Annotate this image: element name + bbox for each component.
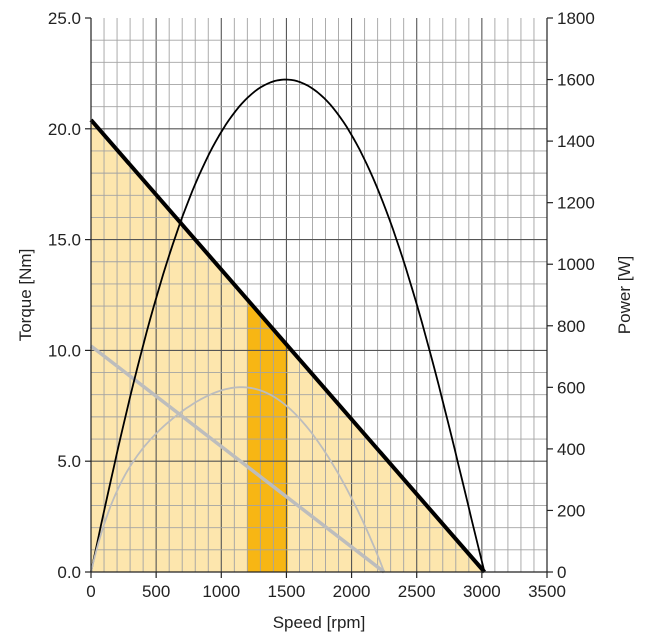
torque-line-black	[89, 118, 487, 574]
x-tick-label: 3000	[463, 582, 501, 601]
x-tick-label: 2000	[333, 582, 371, 601]
y2-tick-label: 1000	[557, 255, 595, 274]
rated-operating-band	[247, 299, 288, 572]
labels-layer: 0 500 1000 1500 2000 2500 3000 35000.05.010.015…	[16, 9, 634, 632]
y2-tick-label: 1200	[557, 194, 595, 213]
y2-axis-title: Power [W]	[615, 256, 634, 334]
y2-tick-label: 200	[557, 501, 585, 520]
x-tick-label: 2500	[398, 582, 436, 601]
y2-tick-label: 1400	[557, 132, 595, 151]
series-layer	[89, 78, 487, 574]
y-tick-label: 15.0	[48, 231, 81, 250]
y2-tick-label: 400	[557, 440, 585, 459]
y-axis-title: Torque [Nm]	[16, 249, 35, 342]
x-tick-label: 3500	[528, 582, 566, 601]
y2-tick-label: 1600	[557, 71, 595, 90]
axes-layer	[85, 17, 553, 578]
power-curve-black	[90, 78, 486, 573]
x-tick-label: 1500	[268, 582, 306, 601]
grid-layer	[91, 18, 547, 572]
y-tick-label: 5.0	[57, 452, 81, 471]
y-tick-label: 0.0	[57, 563, 81, 582]
y-tick-label: 20.0	[48, 120, 81, 139]
y2-tick-label: 0	[557, 563, 566, 582]
y2-tick-label: 1800	[557, 9, 595, 28]
y-tick-label: 10.0	[48, 341, 81, 360]
power-curve-gray	[90, 386, 385, 573]
x-tick-label: 500	[142, 582, 170, 601]
x-axis-title: Speed [rpm]	[273, 613, 366, 632]
torque-line-gray	[89, 344, 386, 574]
y2-tick-label: 800	[557, 317, 585, 336]
y-tick-label: 25.0	[48, 9, 81, 28]
y2-tick-label: 600	[557, 378, 585, 397]
x-tick-label: 0	[86, 582, 95, 601]
x-tick-label: 1000	[202, 582, 240, 601]
